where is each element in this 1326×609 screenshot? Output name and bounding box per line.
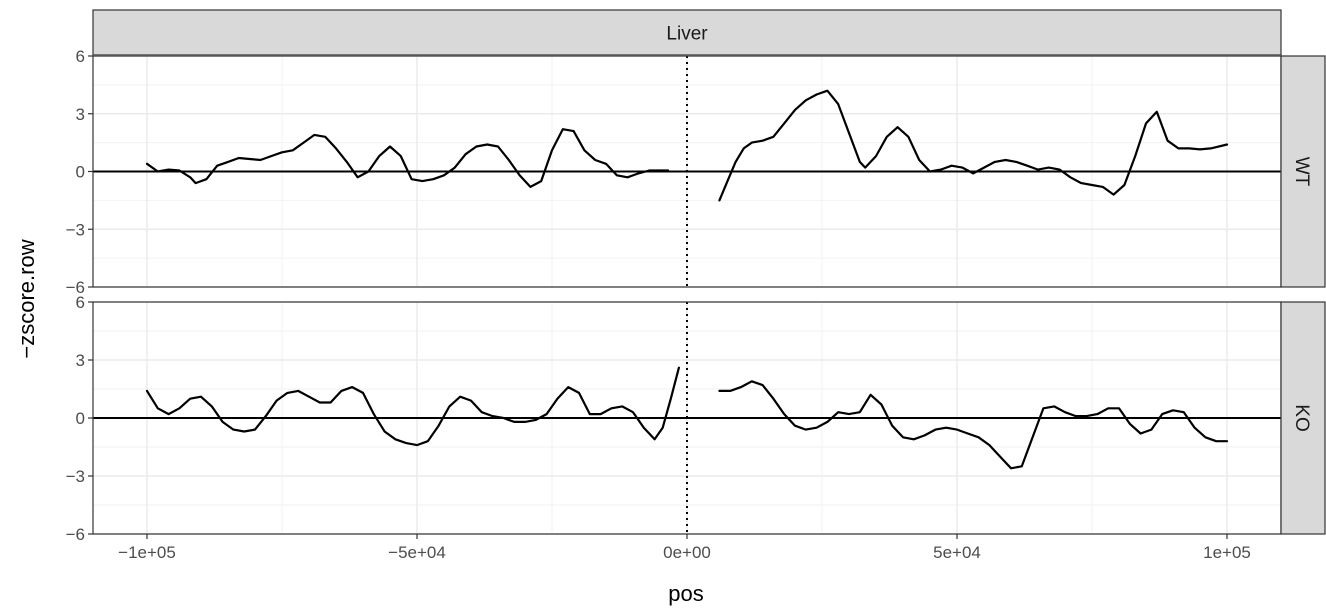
facet-strip-label: Liver bbox=[666, 24, 708, 45]
series-line bbox=[718, 380, 1229, 470]
facet-side-strip-label: KO bbox=[1291, 404, 1312, 431]
y-tick-label: 6 bbox=[76, 47, 85, 66]
x-tick-label: −5e+04 bbox=[388, 543, 446, 562]
series-line bbox=[145, 128, 670, 188]
x-tick-label: 1e+05 bbox=[1203, 543, 1251, 562]
y-axis-title: −zscore.row bbox=[14, 239, 39, 358]
facet-side-strip-label: WT bbox=[1291, 157, 1312, 187]
facet-side-strip bbox=[1280, 55, 1326, 288]
x-axis-title: pos bbox=[668, 581, 703, 606]
facet-side-strip bbox=[1280, 301, 1326, 535]
y-tick-label: 6 bbox=[76, 293, 85, 312]
y-tick-label: −3 bbox=[66, 220, 85, 239]
x-tick-label: 0e+00 bbox=[663, 543, 711, 562]
facet-strip bbox=[92, 9, 1282, 56]
x-tick-label: −1e+05 bbox=[118, 543, 176, 562]
y-tick-label: 0 bbox=[76, 163, 85, 182]
y-tick-label: −6 bbox=[66, 525, 85, 544]
y-tick-label: 3 bbox=[76, 105, 85, 124]
series-line bbox=[718, 89, 1229, 202]
y-tick-label: −3 bbox=[66, 467, 85, 486]
y-tick-label: −6 bbox=[66, 278, 85, 297]
y-tick-label: 3 bbox=[76, 351, 85, 370]
x-tick-label: 5e+04 bbox=[933, 543, 981, 562]
series-line bbox=[145, 366, 680, 447]
y-tick-label: 0 bbox=[76, 409, 85, 428]
